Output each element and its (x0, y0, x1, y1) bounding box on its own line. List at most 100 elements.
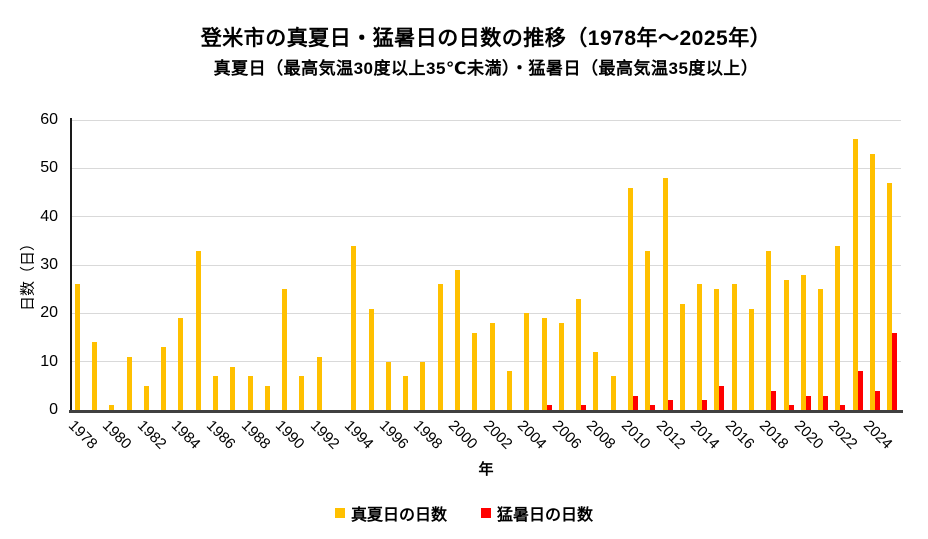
x-tick-label-1994: 1994 (341, 417, 377, 453)
x-tick-label-2008: 2008 (583, 417, 619, 453)
y-axis-line (70, 118, 72, 411)
bar-summer-days-1979 (91, 342, 97, 410)
legend-swatch-extreme-heat-days (481, 508, 491, 518)
bar-summer-days-1997 (403, 376, 409, 410)
bar-summer-days-1998 (420, 361, 426, 410)
y-tick-label-10: 10 (40, 352, 58, 370)
bar-summer-days-2006 (558, 323, 564, 410)
bar-summer-days-2010 (627, 187, 633, 410)
bar-extreme-heat-days-2018 (771, 390, 777, 410)
bar-summer-days-2018 (766, 250, 772, 410)
x-tick-label-1996: 1996 (375, 417, 412, 453)
x-tick-label-1998: 1998 (410, 417, 447, 453)
x-tick-label-2022: 2022 (825, 417, 862, 453)
y-tick-label-60: 60 (40, 111, 58, 128)
bar-summer-days-1988 (247, 376, 253, 410)
bar-summer-days-2017 (749, 308, 755, 410)
bar-summer-days-2013 (679, 303, 685, 410)
bar-summer-days-2015 (714, 289, 720, 410)
bar-extreme-heat-days-2014 (702, 400, 708, 410)
chart-subtitle: 真夏日（最高気温30度以上35℃未満）・猛暑日（最高気温35度以上） (213, 59, 759, 78)
bar-summer-days-2020 (800, 274, 806, 410)
bar-extreme-heat-days-2007 (581, 405, 587, 410)
bar-summer-days-2012 (662, 178, 668, 410)
gridline-60 (71, 119, 901, 121)
gridline-40 (71, 216, 901, 218)
bar-summer-days-1991 (299, 376, 305, 410)
x-tick-label-2004: 2004 (514, 417, 550, 453)
bar-summer-days-2008 (593, 352, 599, 410)
x-tick-label-1992: 1992 (306, 417, 343, 453)
legend: 真夏日の日数 猛暑日の日数 (0, 501, 928, 525)
bar-summer-days-1994 (351, 245, 357, 410)
bar-extreme-heat-days-2023 (857, 371, 863, 410)
legend-item-extreme-heat-days: 猛暑日の日数 (481, 501, 593, 525)
bar-summer-days-1985 (195, 250, 201, 410)
x-tick-label-1986: 1986 (202, 417, 239, 453)
bar-summer-days-2003 (506, 371, 512, 410)
x-tick-label-2000: 2000 (445, 417, 481, 453)
bar-summer-days-2009 (610, 376, 616, 410)
x-tick-label-1978: 1978 (64, 417, 101, 453)
bar-summer-days-1983 (161, 347, 167, 410)
bar-summer-days-2011 (645, 250, 651, 410)
gridline-30 (71, 264, 901, 266)
bar-summer-days-1982 (143, 385, 149, 410)
bar-extreme-heat-days-2022 (840, 405, 846, 410)
bar-summer-days-1984 (178, 318, 184, 410)
bar-summer-days-1980 (109, 405, 115, 410)
bar-summer-days-2004 (524, 313, 530, 410)
bar-summer-days-2002 (489, 323, 495, 410)
x-tick-label-2024: 2024 (860, 417, 896, 453)
bar-summer-days-2021 (818, 289, 824, 410)
bar-summer-days-1996 (385, 361, 391, 410)
x-tick-label-2006: 2006 (548, 417, 585, 453)
x-tick-label-2002: 2002 (479, 417, 516, 453)
bar-extreme-heat-days-2024 (875, 390, 881, 410)
bar-summer-days-1992 (316, 356, 322, 410)
bar-extreme-heat-days-2019 (788, 405, 794, 410)
bar-summer-days-1999 (437, 284, 443, 410)
bar-extreme-heat-days-2025 (892, 332, 898, 410)
x-tick-label-1990: 1990 (272, 417, 308, 453)
bar-extreme-heat-days-2010 (632, 395, 638, 410)
bar-extreme-heat-days-2012 (667, 400, 673, 410)
bar-extreme-heat-days-2020 (805, 395, 811, 410)
chart-title: 登米市の真夏日・猛暑日の日数の推移（1978年～2025年） (200, 27, 772, 50)
x-tick-label-2020: 2020 (790, 417, 827, 453)
bar-summer-days-2023 (852, 139, 858, 410)
y-tick-label-0: 0 (49, 401, 58, 418)
bar-summer-days-1987 (230, 366, 236, 410)
gridline-50 (71, 167, 901, 169)
x-tick-label-1980: 1980 (99, 417, 135, 453)
x-axis-line (69, 410, 903, 413)
legend-label-summer-days: 真夏日の日数 (350, 507, 447, 524)
bar-extreme-heat-days-2011 (650, 405, 656, 410)
bar-summer-days-2005 (541, 318, 547, 410)
x-tick-label-2014: 2014 (687, 417, 723, 453)
bar-summer-days-1990 (282, 289, 288, 410)
x-tick-label-1984: 1984 (168, 417, 204, 453)
bar-summer-days-2019 (783, 279, 789, 410)
bar-summer-days-1981 (126, 356, 132, 410)
bar-summer-days-1978 (74, 284, 80, 410)
bar-summer-days-1989 (264, 385, 270, 410)
gridline-20 (71, 312, 901, 314)
x-tick-label-1988: 1988 (237, 417, 274, 453)
bar-summer-days-2016 (731, 284, 737, 410)
legend-item-summer-days: 真夏日の日数 (334, 501, 447, 525)
bar-summer-days-2022 (835, 245, 841, 410)
bar-summer-days-2000 (455, 269, 461, 410)
y-tick-label-20: 20 (40, 304, 58, 322)
x-tick-label-2016: 2016 (721, 417, 758, 453)
x-axis-title: 年 (478, 461, 494, 478)
x-tick-label-2018: 2018 (756, 417, 792, 453)
legend-swatch-summer-days (334, 508, 345, 518)
y-tick-label-30: 30 (40, 256, 58, 273)
x-tick-label-2010: 2010 (617, 417, 654, 453)
bar-summer-days-1995 (368, 308, 374, 410)
bar-summer-days-1986 (212, 376, 218, 410)
gridline-10 (71, 361, 901, 363)
bar-extreme-heat-days-2005 (546, 405, 552, 410)
